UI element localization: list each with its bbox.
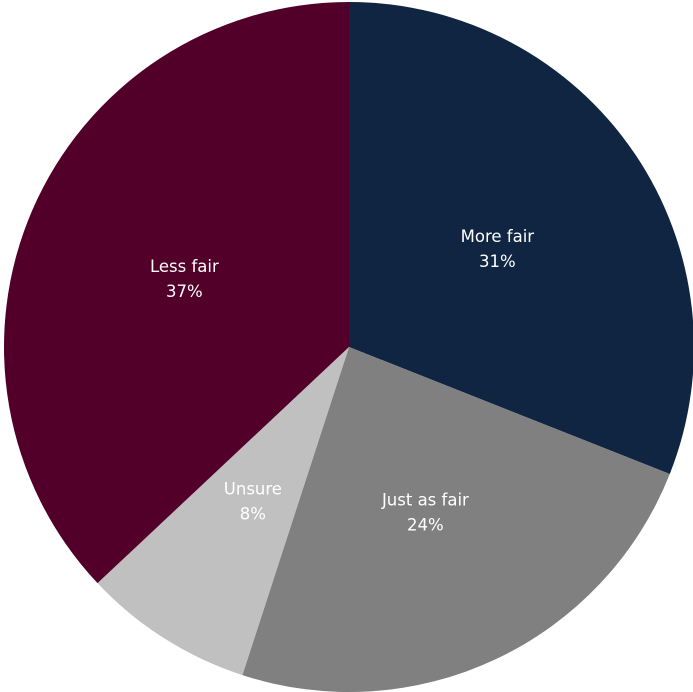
pie-slice-unsure xyxy=(97,347,349,676)
slice-value-label-more-fair: 31% xyxy=(479,252,516,271)
slice-label-more-fair: More fair xyxy=(461,227,535,246)
pie-slice-less-fair xyxy=(3,2,350,584)
slice-value-label-less-fair: 37% xyxy=(166,282,203,301)
slice-label-group-just-as-fair: Just as fair 24% xyxy=(381,490,469,534)
pie-slice-more-fair xyxy=(349,2,693,475)
slice-label-group-unsure: Unsure 8% xyxy=(224,479,282,523)
slice-value-label-unsure: 8% xyxy=(240,504,266,523)
pie-slice-just-as-fair xyxy=(242,347,670,692)
slice-label-group-less-fair: Less fair 37% xyxy=(150,257,219,301)
slice-label-group-more-fair: More fair 31% xyxy=(461,227,535,271)
slice-label-unsure: Unsure xyxy=(224,479,282,498)
slice-value-label-just-as-fair: 24% xyxy=(407,515,444,534)
slice-label-just-as-fair: Just as fair xyxy=(381,490,469,509)
slice-label-less-fair: Less fair xyxy=(150,257,219,276)
